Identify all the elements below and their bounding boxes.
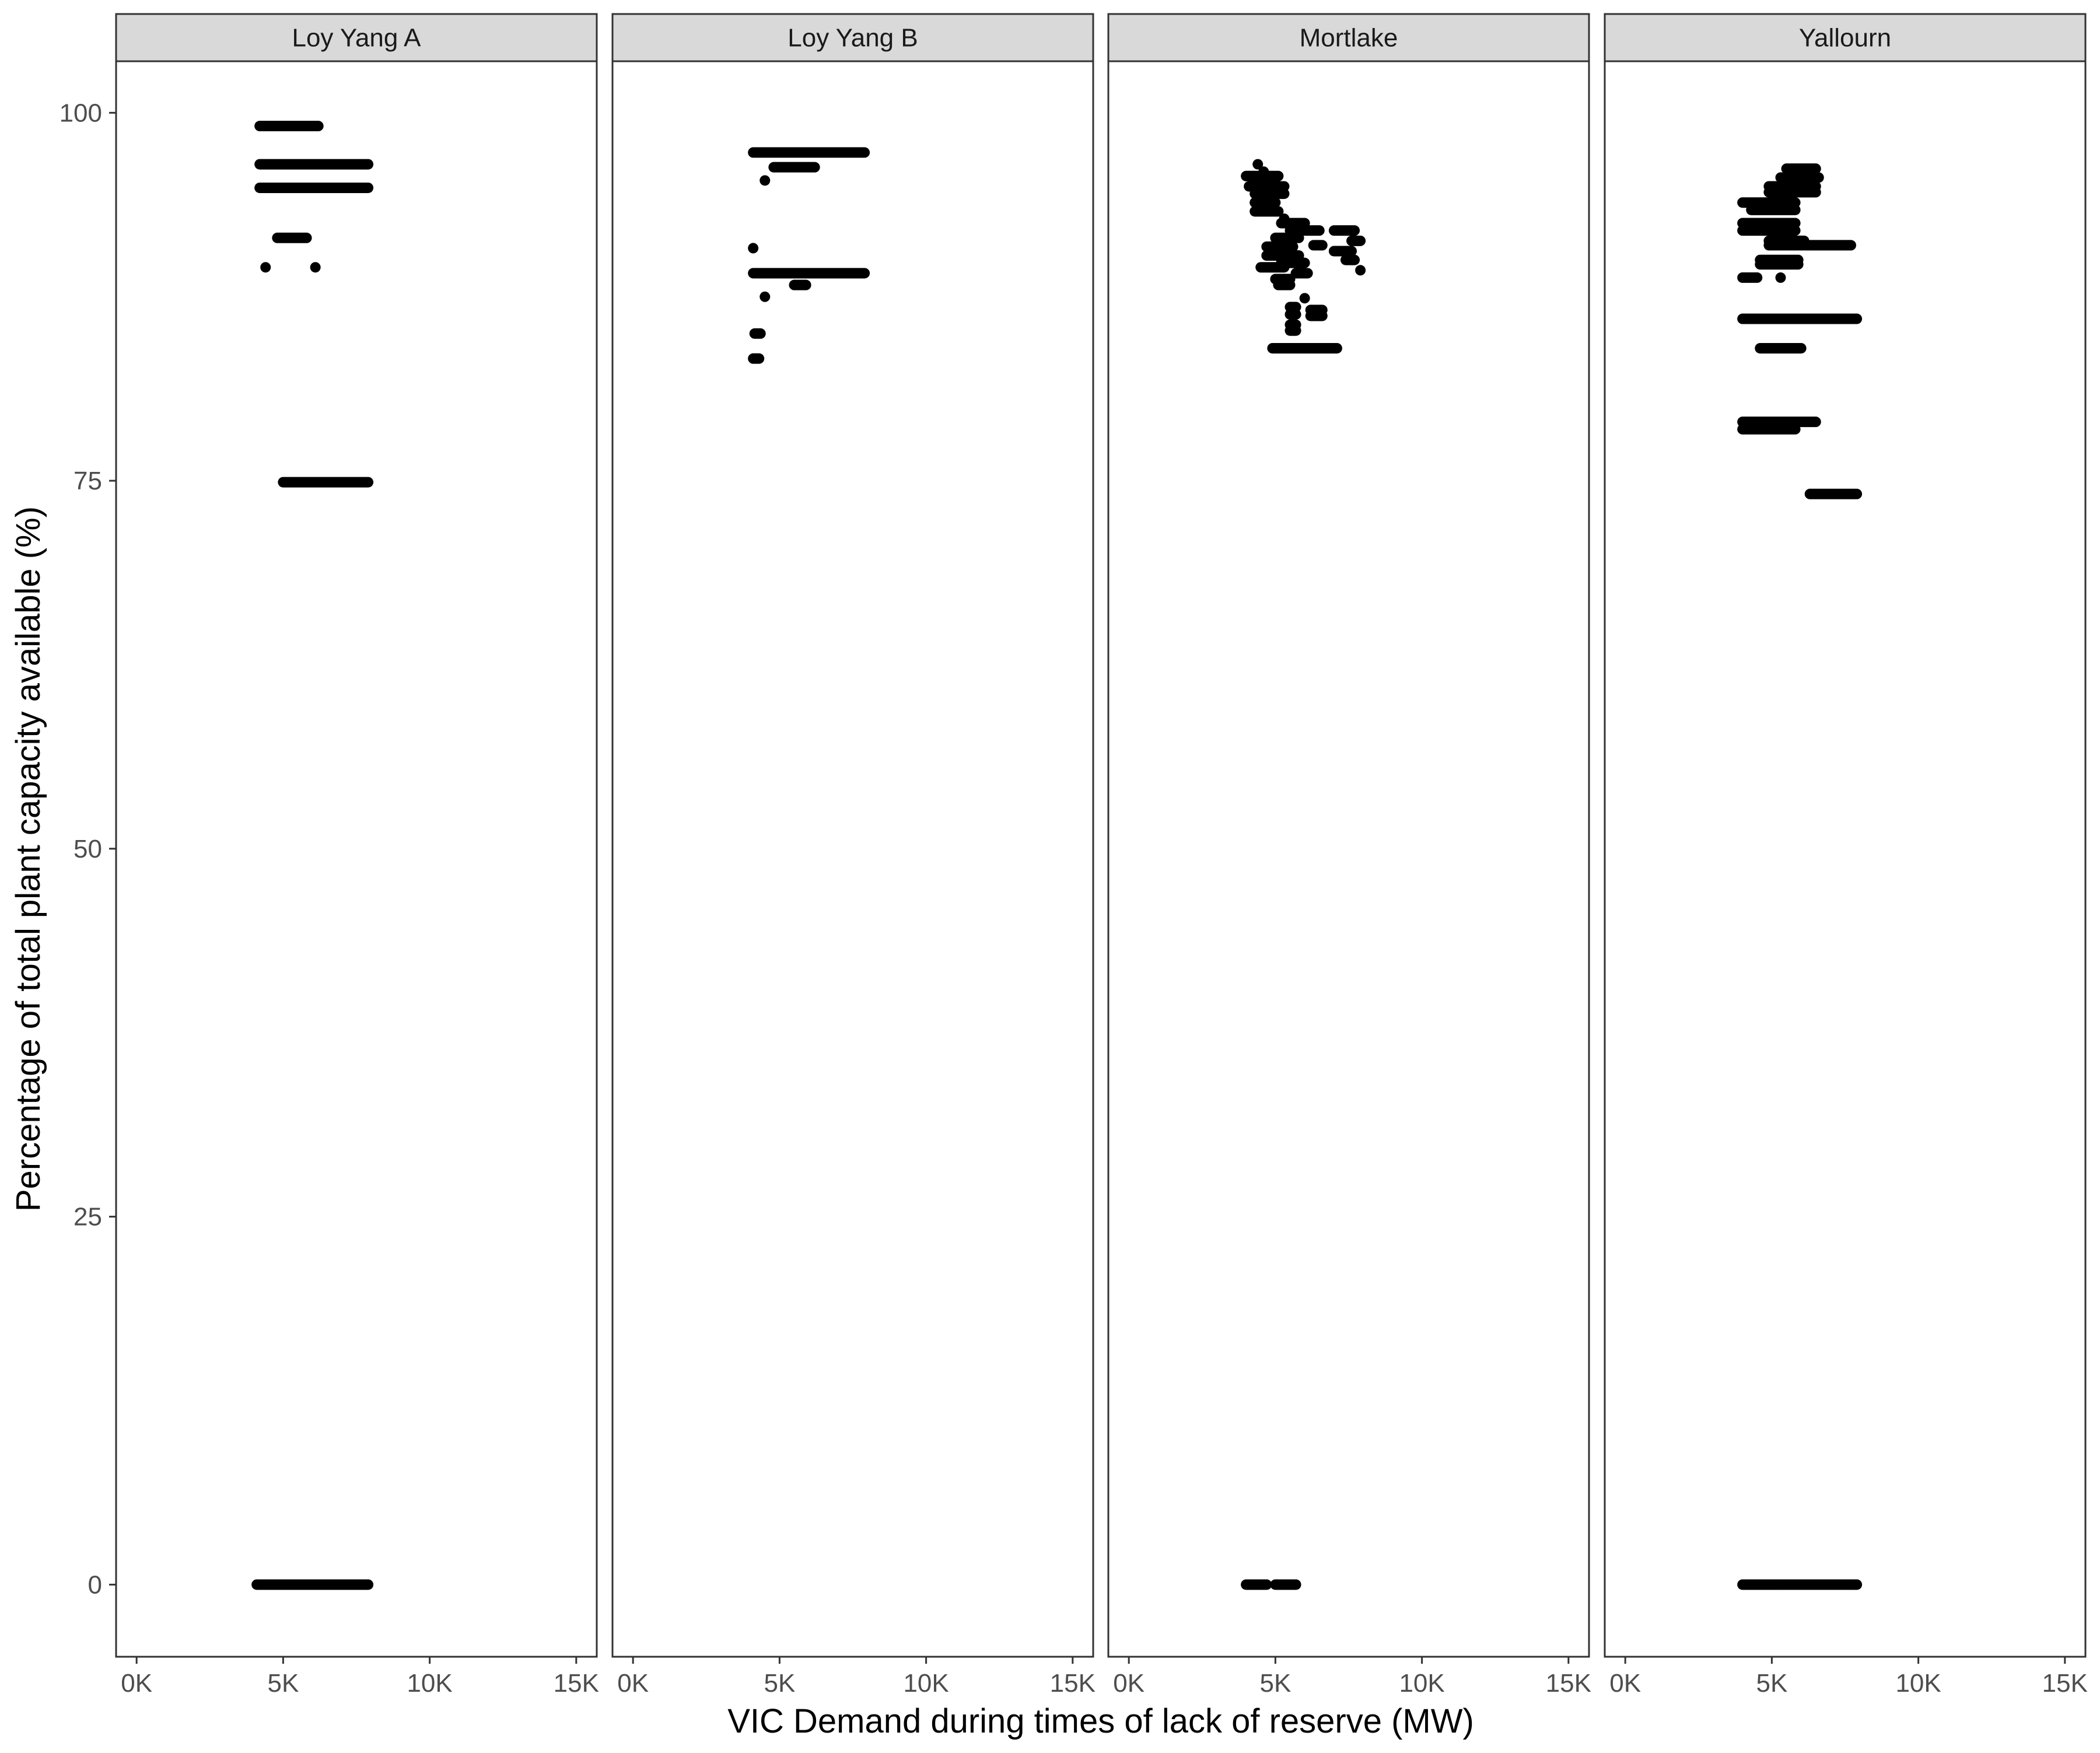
data-point bbox=[260, 262, 271, 273]
data-point bbox=[1355, 265, 1366, 276]
data-point bbox=[1258, 166, 1269, 177]
panel-mortlake: Mortlake 0K 5K 10K 15K bbox=[1107, 13, 1591, 1698]
x-tick-label: 10K bbox=[1399, 1669, 1444, 1698]
x-tick-label: 15K bbox=[2042, 1669, 2088, 1698]
x-tick-label: 5K bbox=[1756, 1669, 1787, 1698]
x-axis-title: VIC Demand during times of lack of reser… bbox=[727, 1702, 1474, 1740]
data-point bbox=[1279, 213, 1290, 224]
data-point bbox=[760, 291, 771, 302]
y-axis-title: Percentage of total plant capacity avail… bbox=[9, 506, 47, 1212]
x-tick-label: 15K bbox=[1546, 1669, 1591, 1698]
panel-loy-yang-b: Loy Yang B 0K 5K 10K 15K bbox=[611, 13, 1096, 1698]
x-tick-label: 5K bbox=[1259, 1669, 1291, 1698]
x-tick-label: 10K bbox=[903, 1669, 949, 1698]
x-tick-label: 15K bbox=[1050, 1669, 1096, 1698]
panel-border bbox=[1604, 60, 2087, 1658]
facet-strip-label: Loy Yang B bbox=[788, 24, 918, 53]
panel-border bbox=[115, 60, 598, 1658]
panel-yallourn: Yallourn 0K 5K 10K 15K bbox=[1604, 13, 2088, 1698]
x-tick-label: 0K bbox=[617, 1669, 649, 1698]
x-tick-label: 10K bbox=[407, 1669, 452, 1698]
y-tick-label: 100 bbox=[60, 99, 102, 127]
x-tick-label: 0K bbox=[1113, 1669, 1144, 1698]
x-tick-label: 5K bbox=[764, 1669, 795, 1698]
data-point bbox=[1252, 159, 1264, 170]
y-tick-label: 0 bbox=[88, 1570, 102, 1599]
x-tick-label: 15K bbox=[554, 1669, 599, 1698]
data-point bbox=[310, 262, 321, 273]
panel-border bbox=[611, 60, 1094, 1658]
data-point bbox=[748, 243, 759, 254]
x-tick-label: 0K bbox=[1609, 1669, 1641, 1698]
data-point bbox=[1299, 293, 1310, 304]
facet-strip-label: Mortlake bbox=[1300, 24, 1398, 53]
panel-loy-yang-a: Loy Yang A 0K 5K 10K 15K bbox=[115, 13, 599, 1698]
facet-strip-label: Yallourn bbox=[1799, 24, 1891, 53]
facet-strip-background bbox=[115, 13, 598, 62]
facet-strip-label: Loy Yang A bbox=[292, 24, 421, 53]
panel-border bbox=[1107, 60, 1590, 1658]
data-point bbox=[760, 175, 771, 186]
x-tick-label: 0K bbox=[121, 1669, 152, 1698]
facet-strip-background bbox=[611, 13, 1094, 62]
y-tick-label: 25 bbox=[74, 1203, 102, 1231]
x-tick-label: 10K bbox=[1895, 1669, 1941, 1698]
data-point bbox=[1775, 272, 1786, 283]
y-tick-label: 50 bbox=[74, 835, 102, 863]
y-tick-label: 75 bbox=[74, 467, 102, 495]
x-tick-label: 5K bbox=[267, 1669, 299, 1698]
